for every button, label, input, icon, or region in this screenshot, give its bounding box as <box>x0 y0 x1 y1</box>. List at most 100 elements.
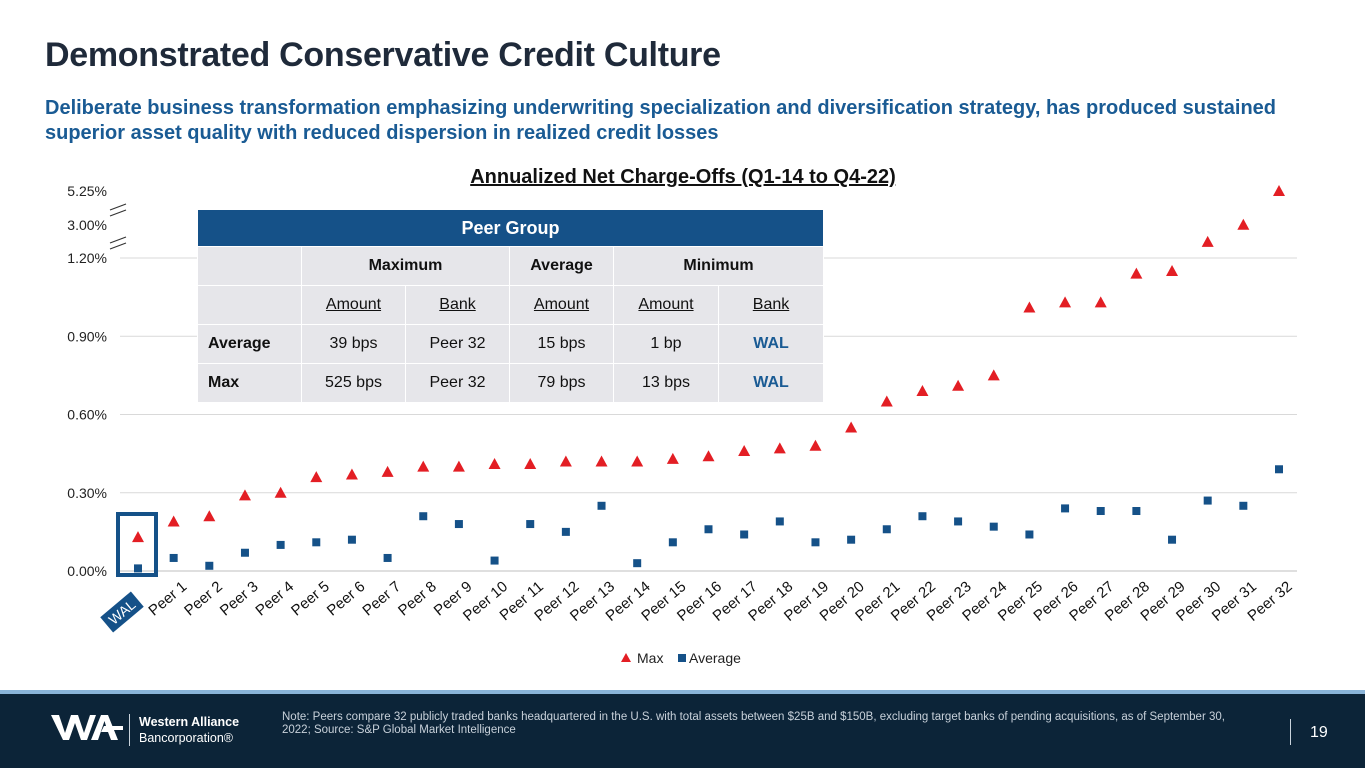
average-point <box>134 564 142 573</box>
max-point <box>845 421 858 433</box>
average-point <box>276 540 285 549</box>
table-cell: 525 bps <box>301 363 406 403</box>
max-point <box>1130 267 1143 279</box>
wal-tag: WAL <box>100 591 144 633</box>
average-point <box>312 538 321 547</box>
wal-tag-background <box>100 591 144 633</box>
table-cell: Peer 32 <box>405 363 510 403</box>
average-point <box>918 512 927 521</box>
brand-subtitle: Bancorporation® <box>139 731 233 745</box>
average-point <box>454 520 463 529</box>
average-point <box>383 553 392 562</box>
average-point <box>205 561 214 570</box>
average-point <box>1025 530 1034 539</box>
x-tick-label: Peer 1 <box>145 578 190 619</box>
max-point <box>773 442 786 454</box>
average-point <box>419 512 428 521</box>
average-point <box>1239 501 1248 510</box>
table-subheader: Amount <box>301 285 406 325</box>
y-tick-label: 3.00% <box>67 217 107 233</box>
table-cell: 13 bps <box>613 363 719 403</box>
max-point <box>345 468 358 480</box>
average-point <box>633 559 642 568</box>
axis-break-mark <box>109 242 127 250</box>
average-point <box>1275 465 1283 474</box>
table-subheader: Amount <box>509 285 614 325</box>
table-subheader: Amount <box>613 285 719 325</box>
max-point <box>1023 301 1036 313</box>
page-title: Demonstrated Conservative Credit Culture <box>45 36 721 74</box>
table-cell: 79 bps <box>509 363 614 403</box>
max-point <box>167 515 180 527</box>
x-tick-label: Peer 8 <box>395 578 440 619</box>
page-number-divider <box>1290 719 1291 745</box>
row-label: Average <box>197 324 302 364</box>
y-tick-label: 0.30% <box>67 485 107 501</box>
max-point <box>274 486 287 498</box>
max-point <box>1273 185 1285 196</box>
page-subtitle: Deliberate business transformation empha… <box>45 97 1277 144</box>
average-point <box>668 538 677 547</box>
max-point <box>488 458 501 470</box>
max-point <box>1094 296 1107 308</box>
legend-average-label: Average <box>689 650 741 666</box>
max-point <box>132 531 144 543</box>
average-point <box>1096 507 1105 516</box>
max-point <box>952 379 965 391</box>
table-cell: 15 bps <box>509 324 614 364</box>
page-number: 19 <box>1310 724 1328 741</box>
max-point <box>916 385 929 397</box>
max-point <box>238 489 251 501</box>
average-point <box>847 535 856 544</box>
table-row: Max 525 bps Peer 32 79 bps 13 bps WAL <box>197 363 825 403</box>
max-point <box>880 395 893 407</box>
max-point <box>524 458 537 470</box>
table-header-minimum: Minimum <box>612 246 825 286</box>
x-tick-label: Peer 4 <box>252 578 297 619</box>
y-tick-label: 0.00% <box>67 563 107 579</box>
average-point <box>954 517 963 526</box>
table-header-average: Average <box>509 246 614 286</box>
max-point <box>381 465 394 477</box>
table-row: Average 39 bps Peer 32 15 bps 1 bp WAL <box>197 324 825 364</box>
average-point <box>597 501 606 510</box>
max-point <box>987 369 1000 381</box>
max-point <box>631 455 644 467</box>
y-tick-label: 5.25% <box>67 183 107 199</box>
chart-title: Annualized Net Charge-Offs (Q1-14 to Q4-… <box>470 166 896 188</box>
max-point <box>1201 235 1214 247</box>
max-point <box>310 471 323 483</box>
average-point <box>989 522 998 531</box>
peer-group-table: Peer Group Maximum Average Minimum Amoun… <box>196 209 825 403</box>
max-point <box>738 445 751 457</box>
table-cell: 1 bp <box>613 324 719 364</box>
y-tick-label: 0.90% <box>67 328 107 344</box>
max-point <box>666 452 679 464</box>
average-point <box>775 517 784 526</box>
axis-break-mark <box>109 209 127 217</box>
average-point <box>561 527 570 536</box>
max-point <box>1237 218 1250 230</box>
x-tick-label: Peer 2 <box>181 578 226 619</box>
table-subheader: Bank <box>405 285 510 325</box>
western-alliance-logo-icon <box>51 715 123 740</box>
average-point <box>704 525 713 534</box>
average-point <box>882 525 891 534</box>
x-tick-label: Peer 5 <box>288 578 333 619</box>
average-point <box>240 548 249 557</box>
average-point <box>740 530 749 539</box>
max-point <box>203 510 216 522</box>
footer: Western Alliance Bancorporation® Note: P… <box>0 694 1365 768</box>
brand-name: Western Alliance <box>139 715 240 729</box>
average-point <box>1132 507 1141 516</box>
max-point <box>417 460 430 472</box>
max-point <box>809 439 822 451</box>
max-point <box>595 455 608 467</box>
y-tick-label: 1.20% <box>67 250 107 266</box>
net-charge-offs-chart: 0.00%0.30%0.60%0.90%1.20%3.00%5.25% WAL P… <box>67 166 1297 666</box>
table-cell: WAL <box>717 324 825 364</box>
x-tick-label: Peer 3 <box>217 578 262 619</box>
row-label: Max <box>197 363 302 403</box>
average-point <box>1168 535 1177 544</box>
x-tick-label: Peer 7 <box>359 578 404 619</box>
